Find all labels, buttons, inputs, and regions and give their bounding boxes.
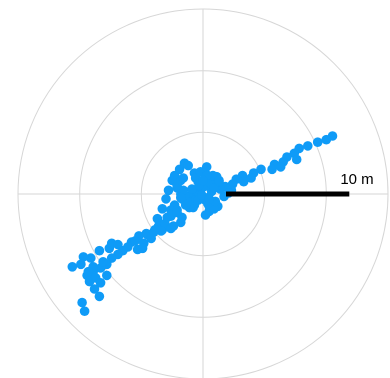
scatter-point bbox=[94, 245, 105, 256]
scatter-point bbox=[86, 253, 96, 263]
scatter-point bbox=[246, 173, 256, 183]
scatter-point bbox=[67, 262, 78, 272]
scatter-point bbox=[163, 185, 174, 196]
scatter-point bbox=[275, 162, 286, 172]
scatter-point bbox=[312, 137, 323, 147]
scatter-point bbox=[197, 190, 207, 200]
scatter-point bbox=[187, 184, 197, 194]
scatter-point bbox=[130, 236, 140, 246]
scatter-point bbox=[198, 175, 208, 186]
scatter-points bbox=[67, 131, 338, 317]
scatter-point bbox=[256, 164, 266, 175]
scatter-point bbox=[176, 192, 186, 203]
scatter-point bbox=[183, 160, 193, 171]
scatter-point bbox=[172, 207, 182, 218]
scatter-point bbox=[137, 243, 148, 254]
scatter-point bbox=[83, 266, 94, 277]
scatter-point bbox=[201, 162, 212, 172]
scatter-point bbox=[78, 252, 89, 262]
scatter-point bbox=[102, 270, 112, 281]
scatter-point bbox=[94, 291, 105, 302]
scatter-point bbox=[79, 306, 90, 317]
scatter-point bbox=[89, 284, 100, 294]
scatter-point bbox=[95, 278, 106, 288]
scatter-point bbox=[98, 257, 108, 267]
scatter-point bbox=[152, 213, 163, 224]
scatter-point bbox=[161, 194, 171, 204]
scatter-point bbox=[166, 223, 176, 234]
scatter-point bbox=[267, 164, 277, 175]
scatter-point bbox=[200, 210, 211, 220]
scatter-point bbox=[77, 297, 87, 308]
scatter-point bbox=[204, 194, 214, 204]
scatter-point bbox=[76, 259, 86, 270]
scatter-point bbox=[214, 175, 224, 186]
scatter-point bbox=[321, 134, 332, 145]
scale-bar-label: 10 m bbox=[340, 171, 373, 188]
scatter-point bbox=[113, 239, 123, 250]
scatter-point bbox=[157, 204, 168, 214]
scatter-point bbox=[291, 154, 302, 165]
scatter-point bbox=[303, 141, 313, 151]
scatter-point bbox=[178, 173, 189, 183]
scatter-point bbox=[148, 227, 159, 237]
scatter-point bbox=[238, 176, 249, 187]
